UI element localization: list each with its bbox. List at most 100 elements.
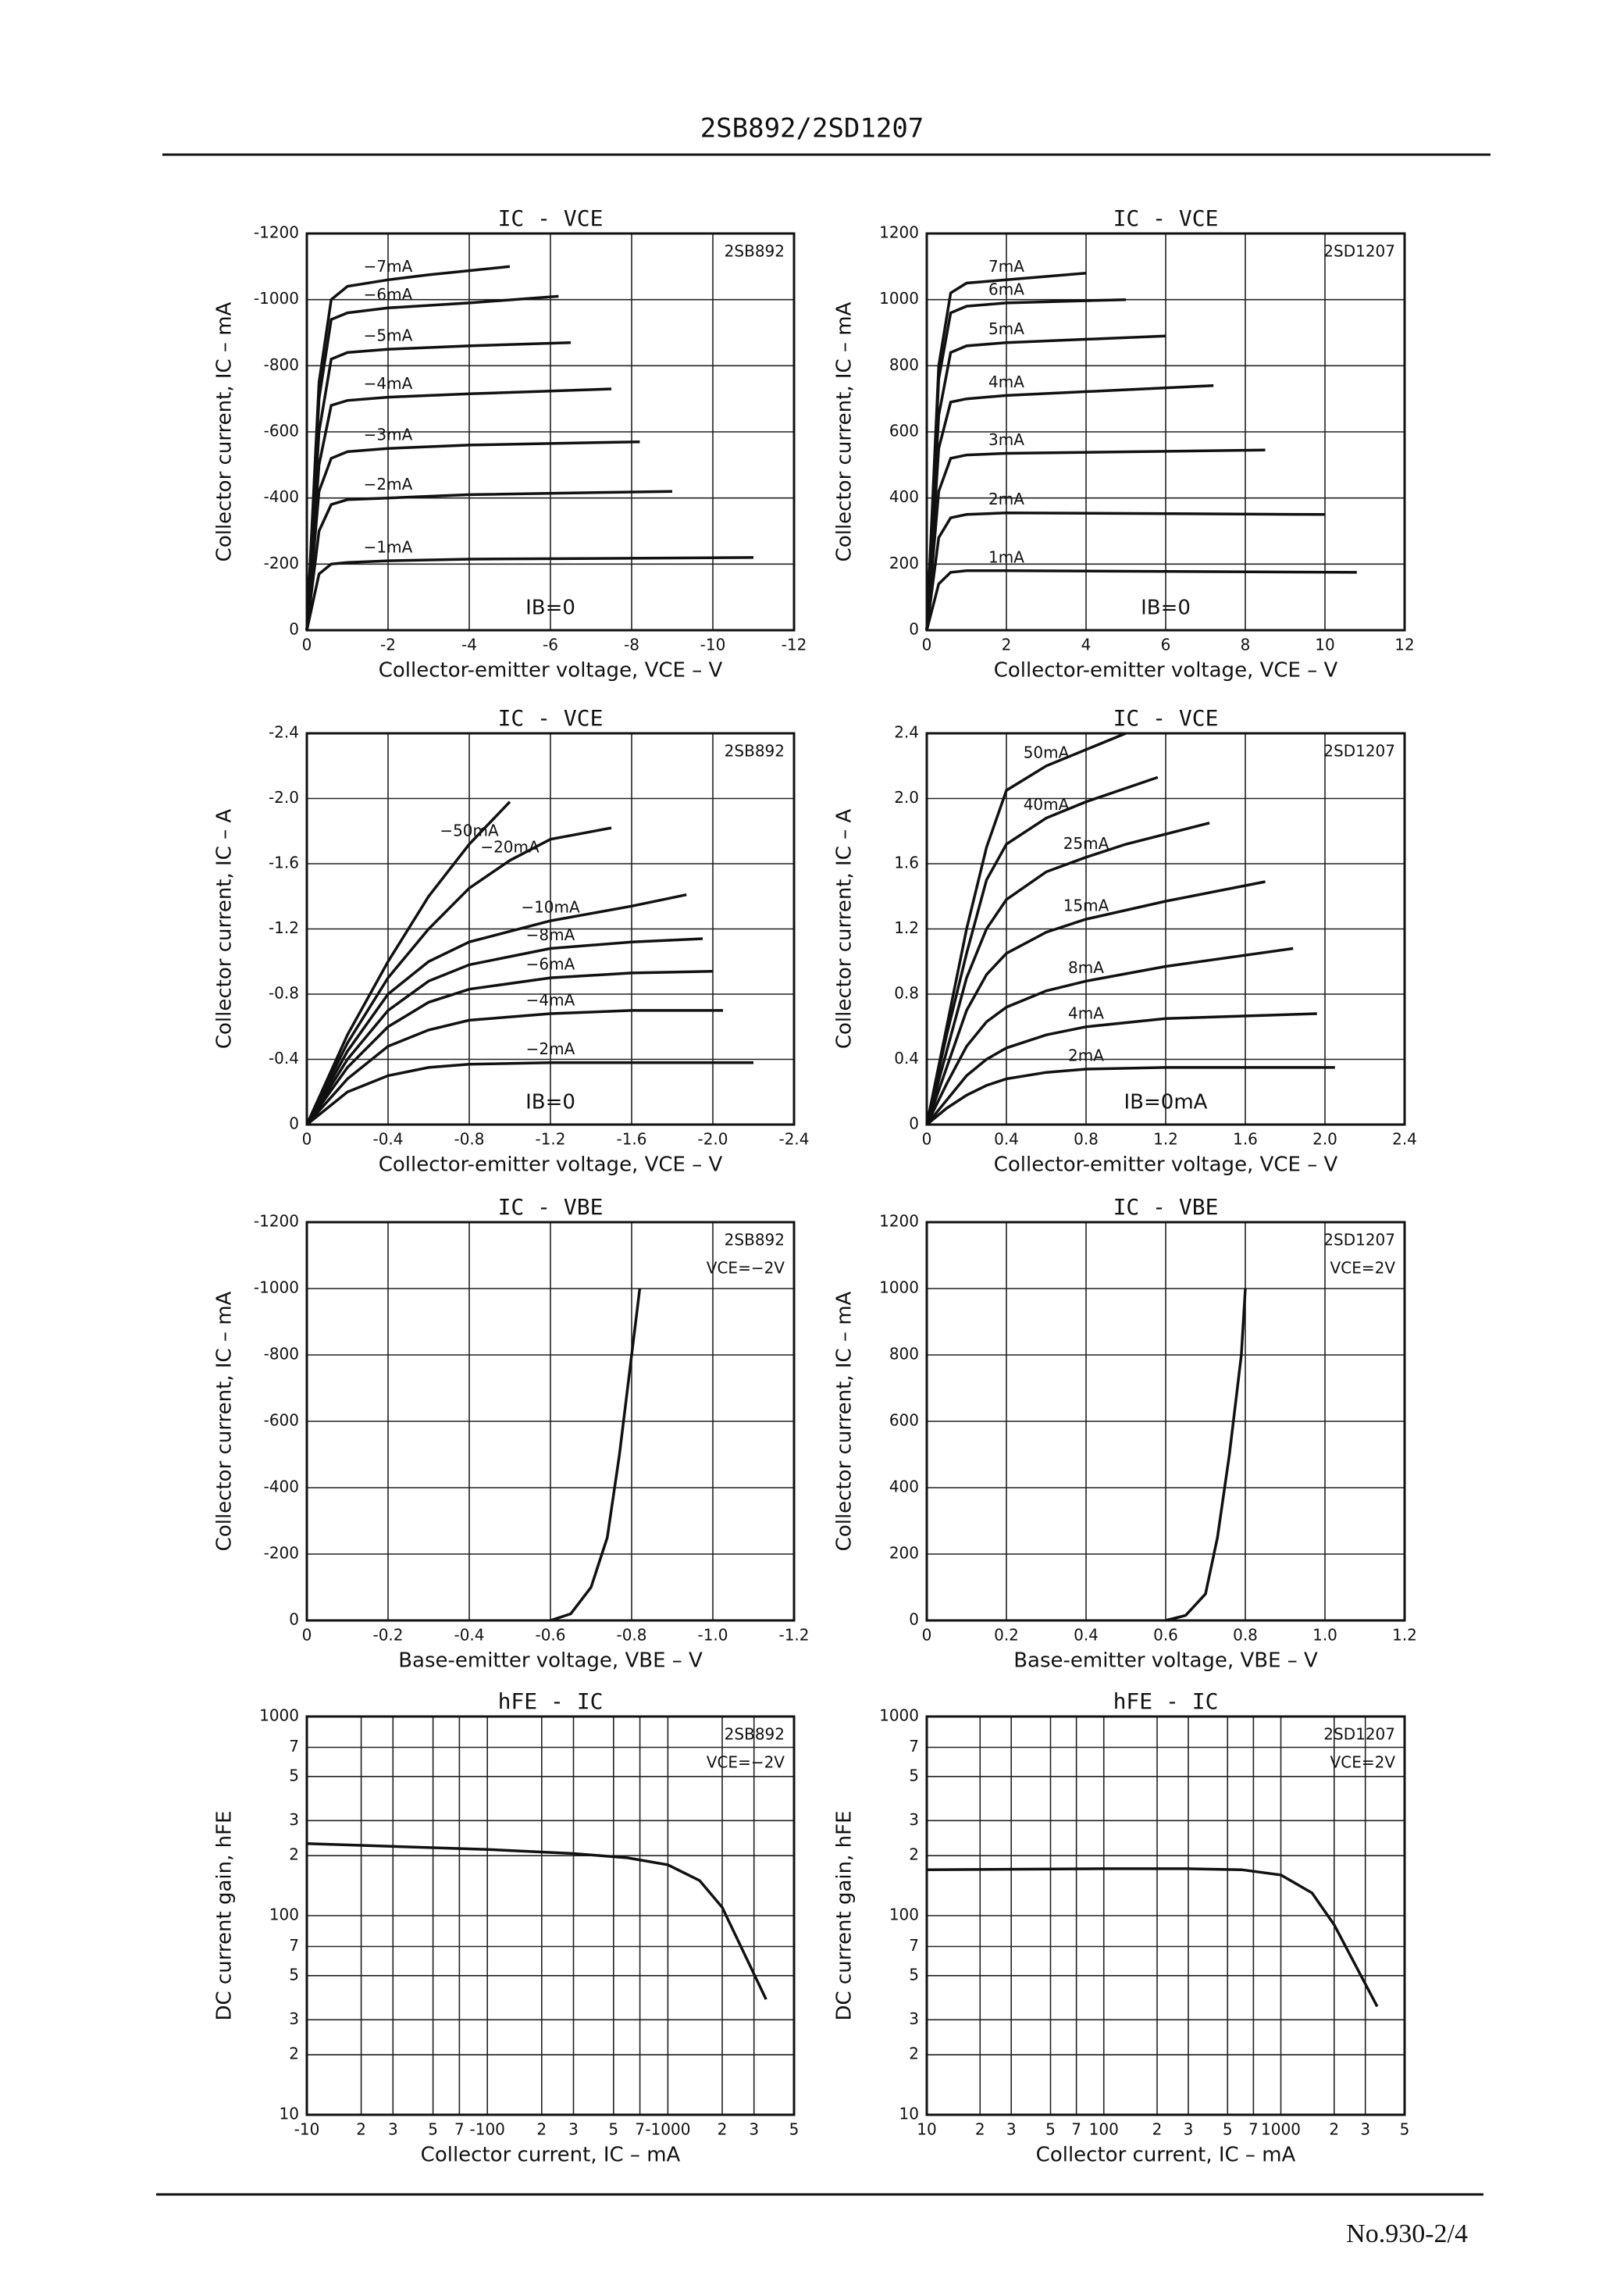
x-tick-label: 2.0 [1312, 1130, 1337, 1149]
x-tick-label: 5 [1400, 2120, 1410, 2139]
device-tag: 2SD1207 [1323, 242, 1395, 261]
plot-frame [305, 1715, 796, 2116]
curve [305, 387, 612, 631]
y-tick-label: -1.2 [269, 918, 299, 937]
condition: VCE=2V [1330, 1753, 1396, 1772]
curve-label: −8mA [526, 925, 575, 944]
curve [925, 1066, 1335, 1126]
x-tick-label: 5 [428, 2120, 438, 2139]
y-tick-label: 1000 [879, 1278, 919, 1297]
curve-label: 7mA [988, 257, 1024, 276]
condition: VCE=−2V [707, 1753, 785, 1772]
curve [925, 946, 1294, 1125]
y-axis-label: Collector current, IC – mA [213, 301, 237, 561]
y-axis-label: DC current gain, hFE [833, 1810, 857, 2020]
x-tick-label: 0 [302, 1626, 312, 1645]
curve [305, 340, 572, 631]
curve-label: −50mA [440, 821, 499, 840]
curve [1165, 1288, 1247, 1622]
y-tick-label: 3 [289, 2009, 299, 2028]
x-tick-label: 0 [922, 1626, 932, 1645]
x-tick-label: -0.8 [454, 1130, 484, 1149]
curve [305, 800, 511, 1125]
curve [925, 1012, 1317, 1126]
y-tick-label: 7 [909, 1737, 919, 1756]
y-tick-label: 2 [289, 1845, 299, 1864]
x-axis-label: Base-emitter voltage, VBE – V [398, 1649, 703, 1673]
device-tag: 2SB892 [725, 1725, 785, 1744]
y-tick-label: 7 [909, 1936, 919, 1955]
x-axis-label: Collector-emitter voltage, VCE – V [379, 659, 723, 683]
curve [305, 490, 673, 631]
x-tick-label: 7 [454, 2120, 465, 2139]
y-tick-label: -2.4 [269, 723, 299, 742]
y-axis-label: Collector current, IC – mA [833, 301, 857, 561]
x-tick-label: 2 [1329, 2120, 1339, 2139]
x-tick-label: 5 [789, 2120, 800, 2139]
x-tick-label: -0.4 [454, 1626, 484, 1645]
y-tick-label: 5 [909, 1766, 919, 1784]
curve-label: 1mA [988, 547, 1024, 566]
y-axis-label: Collector current, IC – mA [213, 1291, 237, 1551]
curve-label: 4mA [988, 373, 1024, 391]
y-tick-label: 2 [289, 2044, 299, 2063]
y-tick-label: 600 [889, 1411, 919, 1430]
curve [925, 880, 1266, 1125]
x-tick-label: -100 [470, 2120, 505, 2139]
y-tick-label: 10 [280, 2105, 299, 2123]
y-tick-label: -0.4 [269, 1049, 299, 1068]
y-tick-label: -600 [264, 422, 299, 440]
y-tick-label: 5 [289, 1965, 299, 1984]
curve [305, 893, 687, 1125]
chart-title: IC - VCE [498, 705, 604, 731]
device-tag: 2SD1207 [1323, 1231, 1395, 1250]
curve [305, 440, 640, 631]
curve [550, 1288, 642, 1622]
y-tick-label: 0.4 [894, 1049, 919, 1068]
plot-frame [305, 232, 796, 632]
curve [925, 298, 1127, 631]
x-tick-label: 2 [356, 2120, 366, 2139]
x-tick-label: 12 [1394, 636, 1414, 654]
chart-title: hFE - IC [1113, 1688, 1219, 1714]
curve-label: −4mA [364, 374, 413, 393]
y-tick-label: 1200 [879, 1212, 919, 1231]
x-tick-label: -10 [700, 636, 726, 654]
x-tick-label: 5 [608, 2120, 618, 2139]
y-tick-label: 100 [269, 1905, 299, 1924]
y-tick-label: 800 [889, 355, 919, 374]
x-tick-label: -12 [782, 636, 807, 654]
condition: VCE=2V [1330, 1259, 1396, 1278]
x-axis-label: Base-emitter voltage, VBE – V [1013, 1649, 1318, 1673]
curve [305, 937, 703, 1125]
curve-label: −2mA [526, 1039, 575, 1058]
x-axis-label: Collector-emitter voltage, VCE – V [994, 1153, 1338, 1177]
chart-title: IC - VBE [1113, 1194, 1219, 1220]
x-tick-label: 2 [975, 2120, 985, 2139]
y-tick-label: 200 [889, 1544, 919, 1563]
x-tick-label: 0.8 [1233, 1626, 1258, 1645]
y-axis-label: DC current gain, hFE [213, 1810, 237, 2020]
x-axis-label: Collector current, IC – mA [421, 2144, 681, 2167]
x-tick-label: -6 [543, 636, 558, 654]
curve-label: −20mA [480, 837, 540, 856]
x-axis-label: Collector-emitter voltage, VCE – V [994, 659, 1338, 683]
curve-label: 6mA [988, 280, 1024, 298]
y-tick-label: 0 [909, 1610, 919, 1629]
curve [925, 822, 1210, 1125]
plot-frame [305, 732, 796, 1126]
y-tick-label: -400 [264, 487, 299, 506]
plot-frame [925, 232, 1406, 632]
device-tag: 2SB892 [725, 742, 785, 761]
x-tick-label: 1.0 [1312, 1626, 1337, 1645]
condition: VCE=−2V [707, 1259, 785, 1278]
curve-label: −3mA [364, 426, 413, 444]
x-tick-label: -10 [294, 2120, 320, 2139]
y-tick-label: 400 [889, 1478, 919, 1496]
curve [925, 448, 1266, 631]
curve-label: −6mA [364, 285, 413, 304]
x-tick-label: 7 [1248, 2120, 1259, 2139]
x-tick-label: -0.8 [616, 1626, 646, 1645]
x-tick-label: 0 [922, 1130, 932, 1149]
